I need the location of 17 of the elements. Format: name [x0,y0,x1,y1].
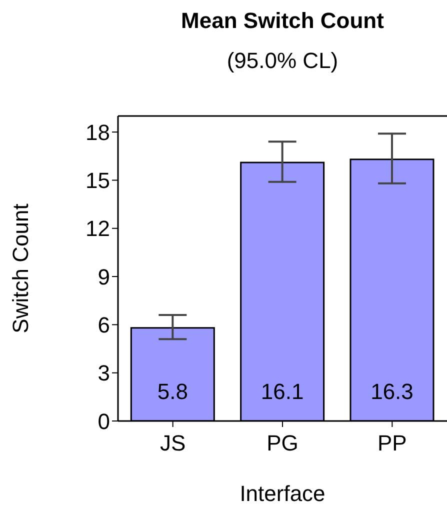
y-axis-title: Switch Count [8,204,33,334]
chart-subtitle: (95.0% CL) [226,48,340,74]
y-tick-label: 12 [86,216,110,242]
data-label: 5.8 [157,379,188,404]
y-tick-label: 9 [98,264,110,290]
y-tick-label: 18 [86,120,110,145]
y-tick-label: 3 [98,360,110,386]
chart-title: Mean Switch Count [180,8,385,34]
x-axis-title: Interface [240,481,326,506]
x-tick-label: JS [160,430,186,456]
x-tick-label: PG [266,430,298,456]
data-label: 16.3 [370,379,414,404]
x-tick-label: PP [377,430,407,456]
y-tick-label: 6 [98,312,110,338]
data-label: 16.1 [260,379,304,404]
y-tick-label: 15 [86,168,110,194]
y-tick-label: 0 [98,408,110,434]
